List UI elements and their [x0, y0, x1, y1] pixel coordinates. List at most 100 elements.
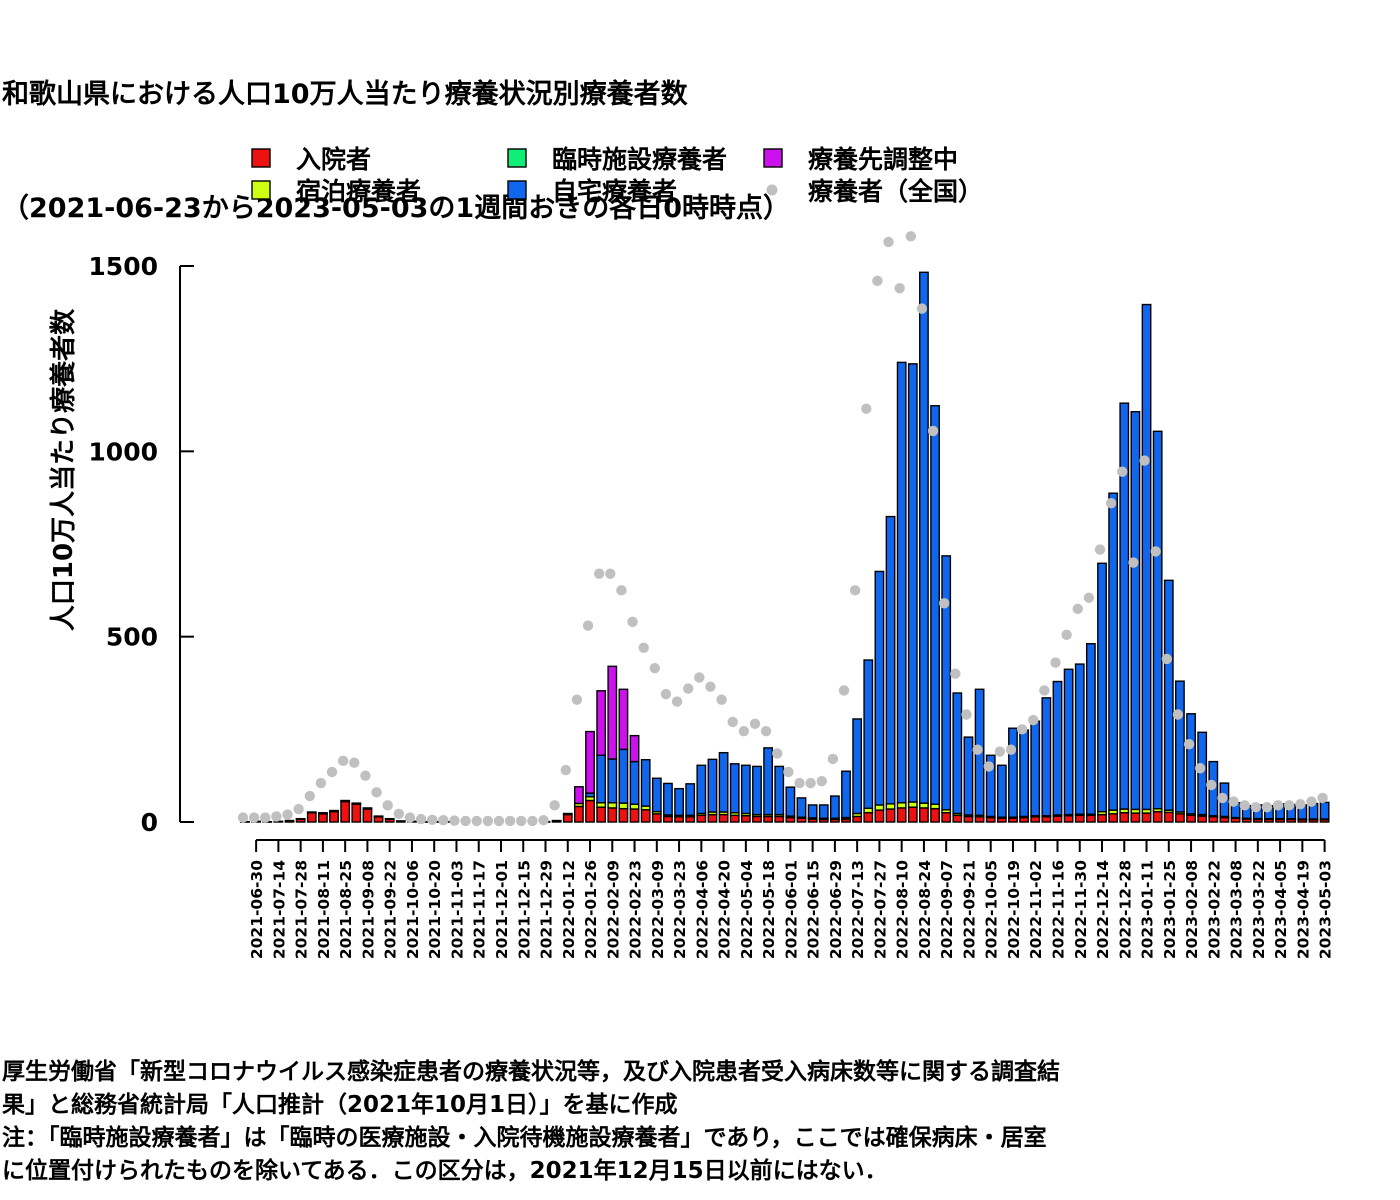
bar-hotel	[318, 812, 328, 815]
point-national	[627, 616, 638, 628]
point-national	[927, 425, 939, 437]
point-national	[282, 809, 293, 820]
point-national	[482, 815, 494, 827]
x-tick-label: 2022-11-16	[1049, 860, 1067, 959]
point-national	[894, 283, 905, 294]
point-national	[1306, 796, 1317, 807]
point-national	[950, 668, 961, 679]
x-tick-label: 2023-02-22	[1205, 860, 1223, 959]
point-national	[671, 696, 683, 707]
point-national	[460, 815, 471, 827]
x-tick-label: 2022-02-23	[627, 860, 645, 959]
bar-home	[1319, 801, 1330, 820]
y-axis: 0 500 1000 1500	[88, 252, 194, 837]
point-national	[961, 709, 972, 720]
bar-hospitalized	[774, 815, 785, 823]
point-national	[1295, 799, 1306, 810]
bar-hospitalized	[752, 815, 762, 823]
chart-title-line2: （2021-06-23から2023-05-03の1週間おきの各日0時時点）	[2, 193, 790, 224]
bar-adjusting	[585, 730, 595, 794]
x-tick-label: 2022-08-24	[916, 860, 934, 959]
bar-hospitalized	[718, 813, 729, 823]
bar-hospitalized	[640, 809, 651, 823]
bar-home	[796, 797, 807, 818]
point-national	[293, 803, 304, 815]
bar-home	[651, 777, 662, 813]
bar-home	[1085, 643, 1096, 815]
bar-home	[1019, 729, 1030, 818]
point-national	[1061, 629, 1072, 641]
bar-hospitalized	[696, 814, 707, 823]
point-national	[638, 642, 649, 653]
point-national	[983, 761, 994, 772]
bar-hospitalized	[1186, 814, 1196, 823]
legend-label-hotel: 宿泊療養者	[296, 177, 421, 206]
bar-home	[1041, 697, 1052, 817]
point-national	[783, 766, 794, 778]
point-national	[538, 814, 549, 826]
bar-hotel	[351, 802, 362, 805]
x-tick-label: 2023-01-25	[1161, 860, 1179, 959]
point-national	[582, 620, 594, 631]
point-national	[1272, 800, 1284, 811]
bar-hospitalized	[618, 807, 629, 823]
bar-hospitalized	[763, 815, 774, 823]
point-national	[716, 694, 727, 705]
bar-hospitalized	[1063, 814, 1074, 823]
bar-hospitalized	[863, 812, 874, 823]
point-national	[1016, 724, 1028, 735]
point-national	[772, 748, 783, 759]
point-national	[816, 776, 827, 787]
bar-hospitalized	[607, 807, 618, 823]
bar-home	[674, 787, 684, 817]
x-tick-label: 2021-09-08	[359, 860, 377, 959]
point-national	[916, 303, 928, 314]
bar-hotel	[885, 803, 896, 810]
point-national	[237, 812, 249, 823]
chart-points	[237, 231, 1328, 827]
point-national	[827, 753, 839, 765]
source-notes: 厚生労働省「新型コロナウイルス感染症患者の療養状況等，及び入院患者受入病床数等に…	[2, 1056, 1398, 1188]
point-national	[972, 744, 983, 755]
bar-home	[852, 718, 863, 815]
x-tick-label: 2023-02-08	[1183, 860, 1201, 959]
x-tick-label: 2023-05-03	[1317, 860, 1335, 959]
x-tick-label: 2021-06-30	[248, 860, 266, 959]
x-tick-label: 2021-11-03	[448, 860, 466, 959]
x-tick-label: 2023-03-08	[1228, 860, 1246, 959]
x-tick-label: 2021-07-28	[293, 860, 311, 959]
point-national	[382, 800, 393, 811]
bar-home	[963, 736, 974, 816]
bar-hospitalized	[974, 816, 985, 823]
point-national	[1206, 779, 1217, 791]
point-national	[727, 716, 738, 728]
y-tick-label: 1000	[88, 437, 158, 466]
bar-hotel	[295, 817, 306, 820]
x-tick-label: 2022-01-26	[582, 860, 600, 959]
bar-adjusting	[596, 690, 607, 756]
bar-home	[752, 765, 762, 816]
point-national	[1317, 792, 1328, 804]
bar-home	[629, 760, 640, 805]
bar-home	[1163, 579, 1174, 811]
point-national	[1050, 657, 1061, 668]
bar-hotel	[562, 812, 573, 816]
bar-hospitalized	[1119, 812, 1130, 823]
x-tick-label: 2022-09-21	[960, 860, 978, 959]
bar-home	[1108, 492, 1119, 811]
bar-adjusting	[607, 665, 618, 760]
bar-hospitalized	[729, 814, 740, 823]
bar-home	[740, 764, 751, 815]
point-national	[1161, 653, 1172, 665]
bar-home	[607, 758, 618, 804]
chart-title-line1: 和歌山県における人口10万人当たり療養状況別療養者数	[2, 79, 688, 110]
bar-hospitalized	[596, 806, 607, 823]
point-national	[705, 681, 716, 692]
bar-hospitalized	[952, 814, 963, 823]
bar-hospitalized	[306, 812, 317, 823]
bar-hospitalized	[1208, 816, 1219, 823]
bar-hospitalized	[907, 806, 918, 823]
point-national	[994, 746, 1006, 757]
